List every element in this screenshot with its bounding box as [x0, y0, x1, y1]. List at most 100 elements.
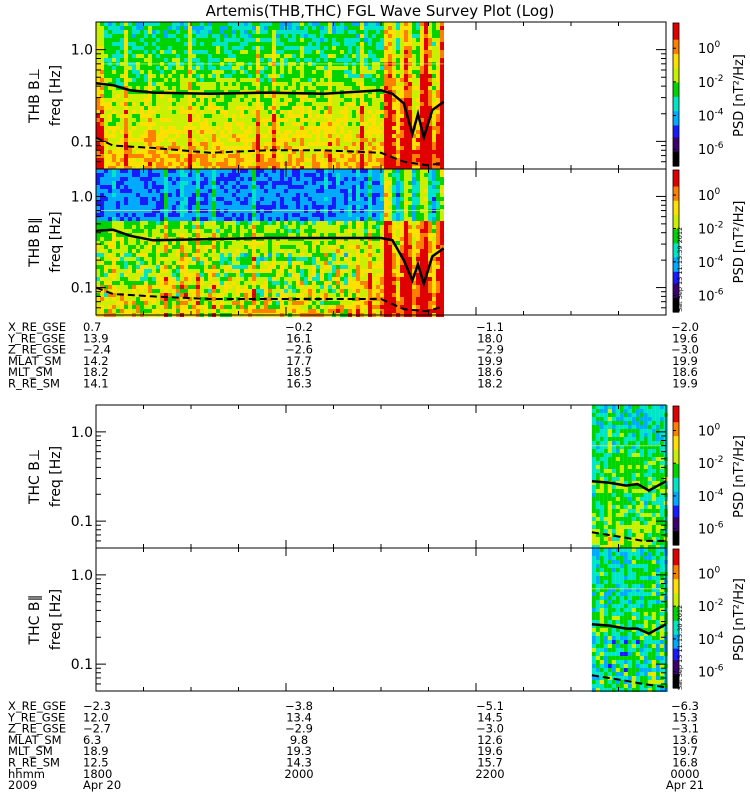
- ephem-label: X_RE_GSE: [8, 699, 66, 713]
- panel-frame: [95, 547, 667, 692]
- ephem-value: 12.0: [83, 710, 109, 724]
- ephem-value: 6.3: [83, 733, 101, 747]
- trace-dashed: [591, 674, 667, 689]
- ephem-value: −2.3: [83, 699, 111, 713]
- colorbar-label: PSD [nT²/Hz]: [732, 578, 747, 661]
- trace-dashed: [95, 136, 444, 167]
- panel-label: THC B⊥: [27, 449, 43, 505]
- y-tick-label: 1.0: [71, 189, 93, 205]
- colorbar-tick-label: 10-2: [698, 598, 724, 615]
- y-tick-label: 0.1: [71, 657, 93, 673]
- panel-frame: [95, 404, 667, 549]
- colorbar-tick-label: 100: [698, 423, 721, 440]
- ephem-label: X_RE_GSE: [8, 320, 66, 334]
- ephem-value: −1.1: [476, 320, 504, 334]
- ephem-value: 14.5: [477, 710, 503, 724]
- spectrogram-cells: [96, 22, 444, 170]
- ephem-label: Z_RE_GSE: [8, 343, 66, 357]
- spectrogram-cells: [591, 548, 668, 692]
- ephem-value: 14.2: [83, 354, 109, 368]
- trace-dashed: [95, 286, 444, 313]
- ephem-value: 19.3: [286, 744, 312, 758]
- stamp-thb: Sat Sep 15 11:15:39 2012: [676, 227, 684, 312]
- spectrogram-cells: [96, 169, 444, 317]
- ephem-value: −2.6: [285, 343, 313, 357]
- ephem-value: 12.5: [83, 756, 109, 770]
- ephem-value: 19.6: [672, 331, 698, 345]
- ephem-value: 0000: [670, 767, 699, 781]
- ephem-label: MLT_SM: [8, 744, 53, 758]
- ephem-value: 12.6: [477, 733, 503, 747]
- ephem-value: −2.4: [83, 343, 111, 357]
- stamp-thc: Sat Sep 15 11:15:30 2012: [676, 605, 684, 690]
- ephemeris-table-thb: X_RE_GSE 0.7 −0.2 −1.1 −2.0 Y_RE_GSE 13.9 16.1 1…: [7, 320, 699, 391]
- colorbar-label: PSD [nT²/Hz]: [732, 54, 747, 137]
- colorbar-tick-label: 10-4: [698, 631, 724, 648]
- spectrogram-panel-1: 1.0 0.1 THB B⊥ freq [Hz]: [27, 21, 667, 170]
- ephem-value: 2200: [475, 767, 504, 781]
- ephem-label: R_RE_SM: [8, 756, 60, 770]
- colorbar-tick-label: 10-6: [698, 521, 724, 538]
- ephem-value: 15.7: [477, 756, 503, 770]
- panels: 1.0 0.1 THB B⊥ freq [Hz] 1.0 0.1 THB B∥ freq [H…: [27, 21, 668, 692]
- ephem-value: 19.9: [477, 354, 503, 368]
- ephem-label: Z_RE_GSE: [8, 722, 66, 736]
- ephem-value: 1800: [83, 767, 112, 781]
- y-axis-label: freq [Hz]: [48, 211, 64, 272]
- y-tick-label: 0.1: [71, 281, 93, 297]
- ephem-value: 18.6: [477, 365, 503, 379]
- y-tick-label: 0.1: [71, 134, 93, 150]
- colorbar-tick-label: 10-2: [698, 455, 724, 472]
- panel-label: THB B∥: [27, 217, 43, 268]
- colorbar-tick-label: 10-6: [698, 287, 724, 304]
- y-axis-label: freq [Hz]: [48, 589, 64, 650]
- ephem-value: 14.1: [83, 377, 109, 391]
- ephem-value: −6.3: [671, 699, 699, 713]
- ephem-value: 13.6: [672, 733, 698, 747]
- ephem-label: R_RE_SM: [8, 377, 60, 391]
- colorbar-tick-label: 10-4: [698, 254, 724, 271]
- y-tick-label: 1.0: [71, 425, 93, 441]
- ephem-value: −3.0: [476, 722, 504, 736]
- ephem-label: 2009: [8, 778, 37, 792]
- ephem-value: −2.9: [285, 722, 313, 736]
- ephem-value: −2.0: [671, 320, 699, 334]
- ephem-label: hhmm: [8, 767, 45, 781]
- ephem-value: −3.8: [285, 699, 313, 713]
- ephem-value: 15.3: [672, 710, 698, 724]
- ephem-value: −3.1: [671, 722, 699, 736]
- ephem-value: −3.0: [671, 343, 699, 357]
- ephem-value: 16.3: [286, 377, 312, 391]
- panel-label: THB B⊥: [27, 68, 43, 124]
- ephem-value: 18.2: [83, 365, 109, 379]
- ephem-value: 18.9: [83, 744, 109, 758]
- y-axis-label: freq [Hz]: [48, 446, 64, 507]
- colorbar-2: 100 10-2 10-4 10-6 PSD [nT²/Hz]: [672, 169, 747, 313]
- trace-dashed: [591, 531, 666, 542]
- trace-solid: [591, 479, 667, 493]
- colorbar-label: PSD [nT²/Hz]: [732, 435, 747, 518]
- ephem-value: 18.6: [672, 365, 698, 379]
- ephem-value: 17.7: [286, 354, 312, 368]
- colorbar-tick-label: 100: [698, 187, 721, 204]
- trace-solid: [95, 228, 445, 289]
- ephem-value: −2.7: [83, 722, 111, 736]
- colorbar-1: 100 10-2 10-4 10-6 PSD [nT²/Hz]: [672, 22, 747, 167]
- ephem-value: Apr 20: [83, 778, 121, 792]
- colorbar-3: 100 10-2 10-4 10-6 PSD [nT²/Hz]: [672, 405, 747, 546]
- trace-solid: [95, 82, 445, 143]
- ephem-value: 16.1: [286, 331, 312, 345]
- ephem-value: 16.8: [672, 756, 698, 770]
- colorbar-tick-label: 10-4: [698, 488, 724, 505]
- ephem-value: 18.2: [477, 377, 503, 391]
- panel-label: THC B∥: [27, 595, 43, 646]
- colorbar-tick-label: 10-2: [698, 220, 724, 237]
- spectrogram-panel-2: 1.0 0.1 THB B∥ freq [Hz]: [27, 168, 667, 317]
- ephem-value: 13.9: [83, 331, 109, 345]
- ephem-label: MLAT_SM: [8, 354, 62, 368]
- ephem-value: Apr 21: [666, 778, 704, 792]
- colorbar-tick-label: 100: [698, 40, 721, 57]
- ephem-label: MLAT_SM: [8, 733, 62, 747]
- ephem-value: 18.5: [286, 365, 312, 379]
